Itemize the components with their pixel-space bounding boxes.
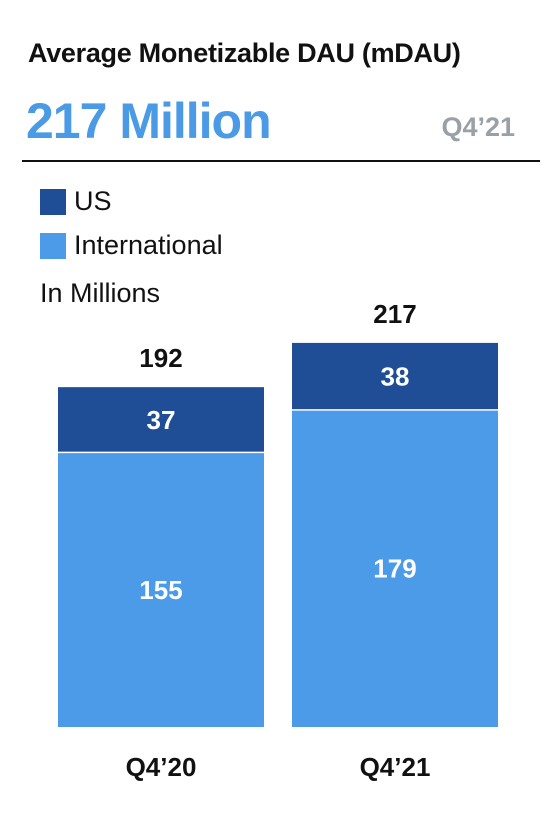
bar-us-0 [58, 387, 264, 453]
data-label-international-1: 179 [373, 554, 416, 584]
headline-value: 217 Million [26, 93, 272, 149]
bar-international-0 [58, 452, 264, 727]
bar-separator-1 [292, 409, 498, 411]
data-label-us-0: 37 [147, 405, 176, 435]
units-label: In Millions [40, 278, 161, 308]
category-label-1: Q4’21 [360, 752, 431, 782]
legend-item-us: US [40, 186, 112, 217]
bar-international-1 [292, 410, 498, 727]
legend-swatch-us [40, 188, 66, 215]
header-divider [22, 160, 540, 162]
chart-title: Average Monetizable DAU (mDAU) [28, 38, 461, 68]
category-label-0: Q4’20 [126, 752, 197, 782]
legend-item-international: International [40, 230, 223, 261]
data-label-total-0: 192 [139, 343, 182, 373]
data-label-international-0: 155 [139, 575, 182, 605]
bar-separator-0 [58, 451, 264, 454]
data-label-total-1: 217 [373, 299, 416, 329]
headline-period: Q4’21 [441, 112, 515, 142]
legend-label-international: International [74, 230, 223, 260]
bar-us-1 [292, 342, 498, 411]
data-label-us-1: 38 [381, 362, 410, 392]
legend-swatch-international [40, 232, 66, 259]
legend-label-us: US [74, 186, 112, 216]
